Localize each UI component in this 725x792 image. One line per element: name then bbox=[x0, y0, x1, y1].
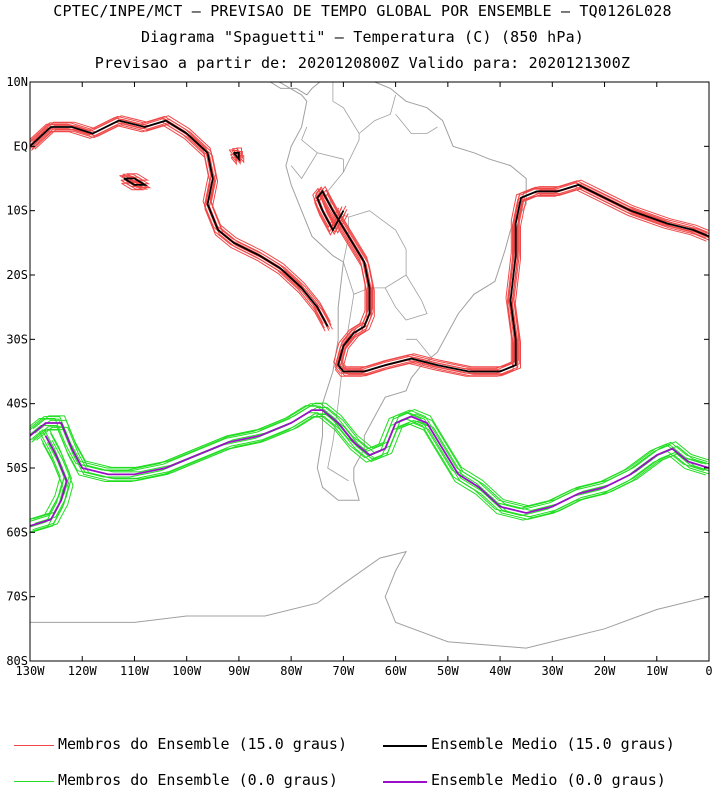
member-0-contour bbox=[30, 412, 705, 517]
member-15-contour bbox=[30, 115, 327, 323]
member-15-contour bbox=[121, 182, 145, 191]
plot-area bbox=[30, 82, 709, 649]
member-15-contour bbox=[34, 122, 333, 330]
legend-swatch-members-0 bbox=[14, 781, 54, 782]
country-border bbox=[395, 113, 438, 134]
member-0-contour bbox=[36, 414, 709, 519]
x-tick-label: 70W bbox=[333, 664, 355, 678]
member-15-contour bbox=[33, 118, 332, 326]
y-tick-label: 80S bbox=[6, 654, 28, 668]
x-tick-label: 30W bbox=[541, 664, 563, 678]
mean-15-contour bbox=[233, 151, 240, 162]
member-15-contour bbox=[32, 115, 331, 322]
member-15-contour bbox=[30, 120, 329, 327]
member-15-contour bbox=[314, 189, 707, 377]
x-tick-label: 90W bbox=[228, 664, 250, 678]
mean-15-contour bbox=[30, 119, 329, 327]
member-15-contour bbox=[30, 117, 327, 325]
x-tick-label: 40W bbox=[489, 664, 511, 678]
legend-label-mean-0: Ensemble Medio (0.0 graus) bbox=[431, 771, 666, 789]
y-tick-label: 40S bbox=[6, 397, 28, 411]
member-0-contour bbox=[30, 442, 64, 533]
member-15-contour bbox=[30, 124, 326, 332]
y-tick-label: 20S bbox=[6, 268, 28, 282]
plot-frame bbox=[29, 81, 710, 662]
member-0-contour bbox=[36, 440, 74, 531]
member-15-contour bbox=[31, 122, 331, 329]
x-tick-label: 10W bbox=[646, 664, 668, 678]
member-15-contour bbox=[238, 155, 245, 164]
country-border bbox=[332, 82, 360, 173]
chart-title-line1: CPTEC/INPE/MCT – PREVISAO DE TEMPO GLOBA… bbox=[53, 2, 672, 20]
coastline-south-america bbox=[269, 82, 527, 501]
x-tick-label: 120W bbox=[68, 664, 98, 678]
member-15-contour bbox=[30, 121, 325, 329]
x-tick-label: 80W bbox=[280, 664, 302, 678]
member-0-contour bbox=[30, 438, 63, 528]
member-0-contour bbox=[32, 413, 709, 518]
legend-swatch-mean-0 bbox=[383, 781, 427, 783]
legend-swatch-mean-15 bbox=[383, 745, 427, 747]
chart-title-line3: Previsao a partir de: 2020120800Z Valido… bbox=[94, 54, 631, 72]
x-tick-label: 110W bbox=[120, 664, 150, 678]
mean-0-contour bbox=[30, 409, 709, 514]
x-tick-label: 100W bbox=[172, 664, 202, 678]
member-15-contour bbox=[319, 179, 709, 368]
mean-15-contour bbox=[123, 177, 149, 186]
y-tick-label: 30S bbox=[6, 332, 28, 346]
x-tick-label: 50W bbox=[437, 664, 459, 678]
x-tick-label: 20W bbox=[594, 664, 616, 678]
mean-0-contour bbox=[30, 435, 68, 527]
x-tick-label: 0 bbox=[705, 664, 712, 678]
legend-swatch-members-15 bbox=[14, 745, 54, 746]
country-border bbox=[327, 294, 355, 482]
member-15-contour bbox=[230, 157, 237, 166]
x-tick-label: 60W bbox=[385, 664, 407, 678]
x-tick-label: 130W bbox=[16, 664, 46, 678]
country-border bbox=[384, 274, 428, 321]
member-0-contour bbox=[33, 428, 71, 520]
country-border bbox=[301, 126, 344, 160]
y-tick-label: 70S bbox=[6, 590, 28, 604]
coastline-antarctica bbox=[30, 550, 709, 649]
y-tick-label: EQ bbox=[14, 139, 28, 153]
member-0-contour bbox=[30, 416, 706, 521]
country-border bbox=[358, 94, 396, 134]
member-15-contour bbox=[30, 117, 324, 324]
member-0-contour bbox=[32, 402, 709, 507]
legend-label-mean-15: Ensemble Medio (15.0 graus) bbox=[431, 735, 675, 753]
y-tick-label: 10N bbox=[6, 75, 28, 89]
country-border bbox=[290, 152, 318, 180]
y-tick-label: 60S bbox=[6, 525, 28, 539]
y-tick-label: 50S bbox=[6, 461, 28, 475]
mean-15-contour bbox=[316, 183, 709, 373]
member-15-contour bbox=[232, 148, 239, 157]
chart-title-line2: Diagrama "Spaguetti" – Temperatura (C) (… bbox=[140, 28, 585, 46]
member-15-contour bbox=[236, 151, 243, 160]
y-tick-label: 10S bbox=[6, 204, 28, 218]
member-0-contour bbox=[30, 405, 707, 510]
legend-label-members-15: Membros do Ensemble (15.0 graus) bbox=[58, 735, 347, 753]
legend-label-members-0: Membros do Ensemble (0.0 graus) bbox=[58, 771, 338, 789]
member-15-contour bbox=[30, 124, 330, 331]
member-15-contour bbox=[235, 147, 242, 156]
